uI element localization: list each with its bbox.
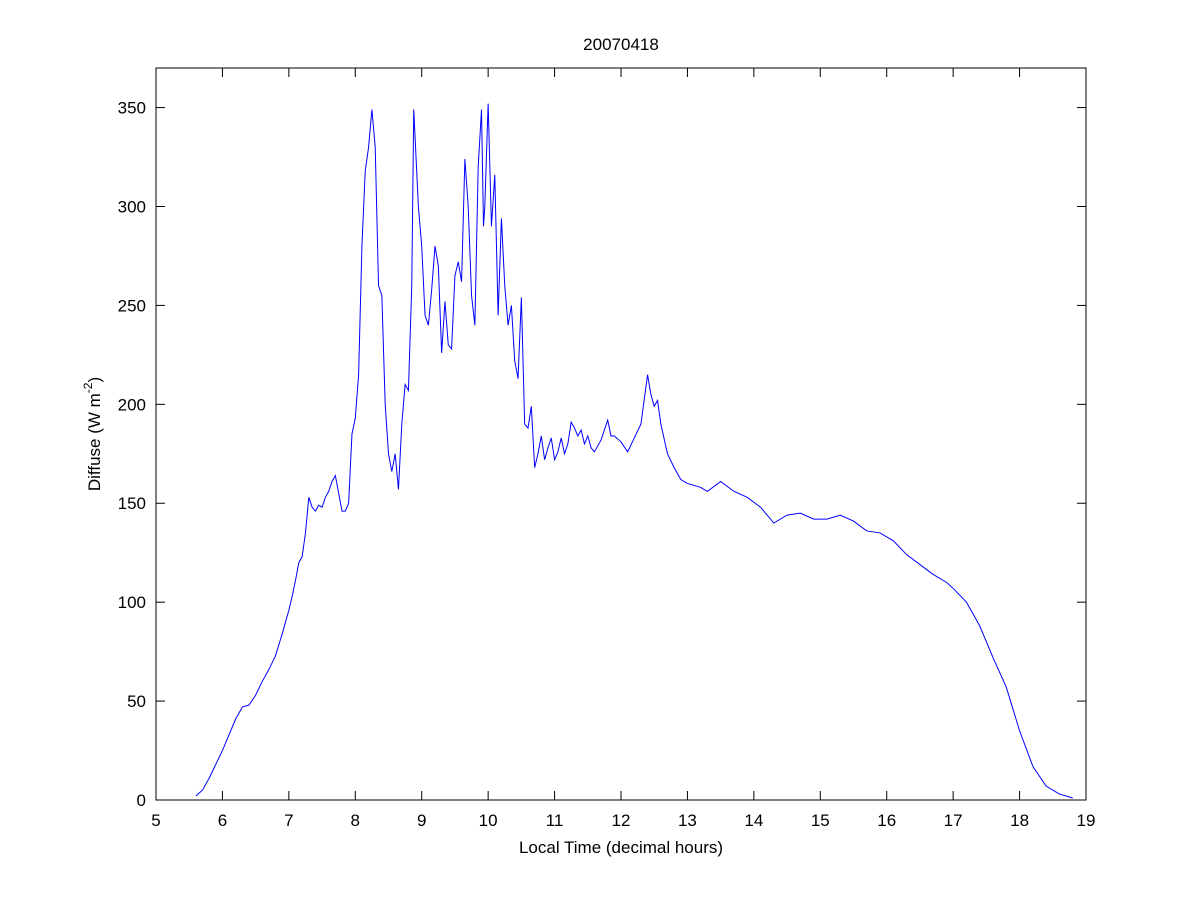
y-tick-label: 250 <box>118 296 146 315</box>
x-tick-label: 15 <box>811 811 830 830</box>
x-tick-label: 18 <box>1010 811 1029 830</box>
y-axis-label-text: Diffuse (W m <box>85 393 104 491</box>
y-tick-label: 200 <box>118 395 146 414</box>
x-axis-label: Local Time (decimal hours) <box>519 838 723 857</box>
x-tick-label: 7 <box>284 811 293 830</box>
x-tick-label: 12 <box>612 811 631 830</box>
x-tick-label: 8 <box>351 811 360 830</box>
y-axis-label: Diffuse (W m-2) <box>81 377 104 491</box>
plot-area <box>155 67 1087 801</box>
chart-title: 20070418 <box>583 35 659 54</box>
x-tick-label: 10 <box>479 811 498 830</box>
y-tick-label: 300 <box>118 197 146 216</box>
y-axis-label-end: ) <box>85 377 104 383</box>
data-line <box>195 103 1073 799</box>
x-tick-label: 11 <box>546 811 564 830</box>
x-tick-label: 6 <box>218 811 227 830</box>
y-tick-label: 350 <box>118 99 146 118</box>
y-tick-label: 100 <box>118 593 146 612</box>
x-tick-label: 19 <box>1077 811 1096 830</box>
x-tick-label: 5 <box>151 811 160 830</box>
x-tick-label: 13 <box>678 811 697 830</box>
y-tick-label: 0 <box>137 791 146 810</box>
y-axis-label-sup: -2 <box>81 382 95 393</box>
y-tick-label: 50 <box>127 692 146 711</box>
x-tick-label: 17 <box>944 811 963 830</box>
x-tick-label: 14 <box>744 811 763 830</box>
x-tick-label: 16 <box>877 811 896 830</box>
y-tick-label: 150 <box>118 494 146 513</box>
x-tick-label: 9 <box>417 811 426 830</box>
